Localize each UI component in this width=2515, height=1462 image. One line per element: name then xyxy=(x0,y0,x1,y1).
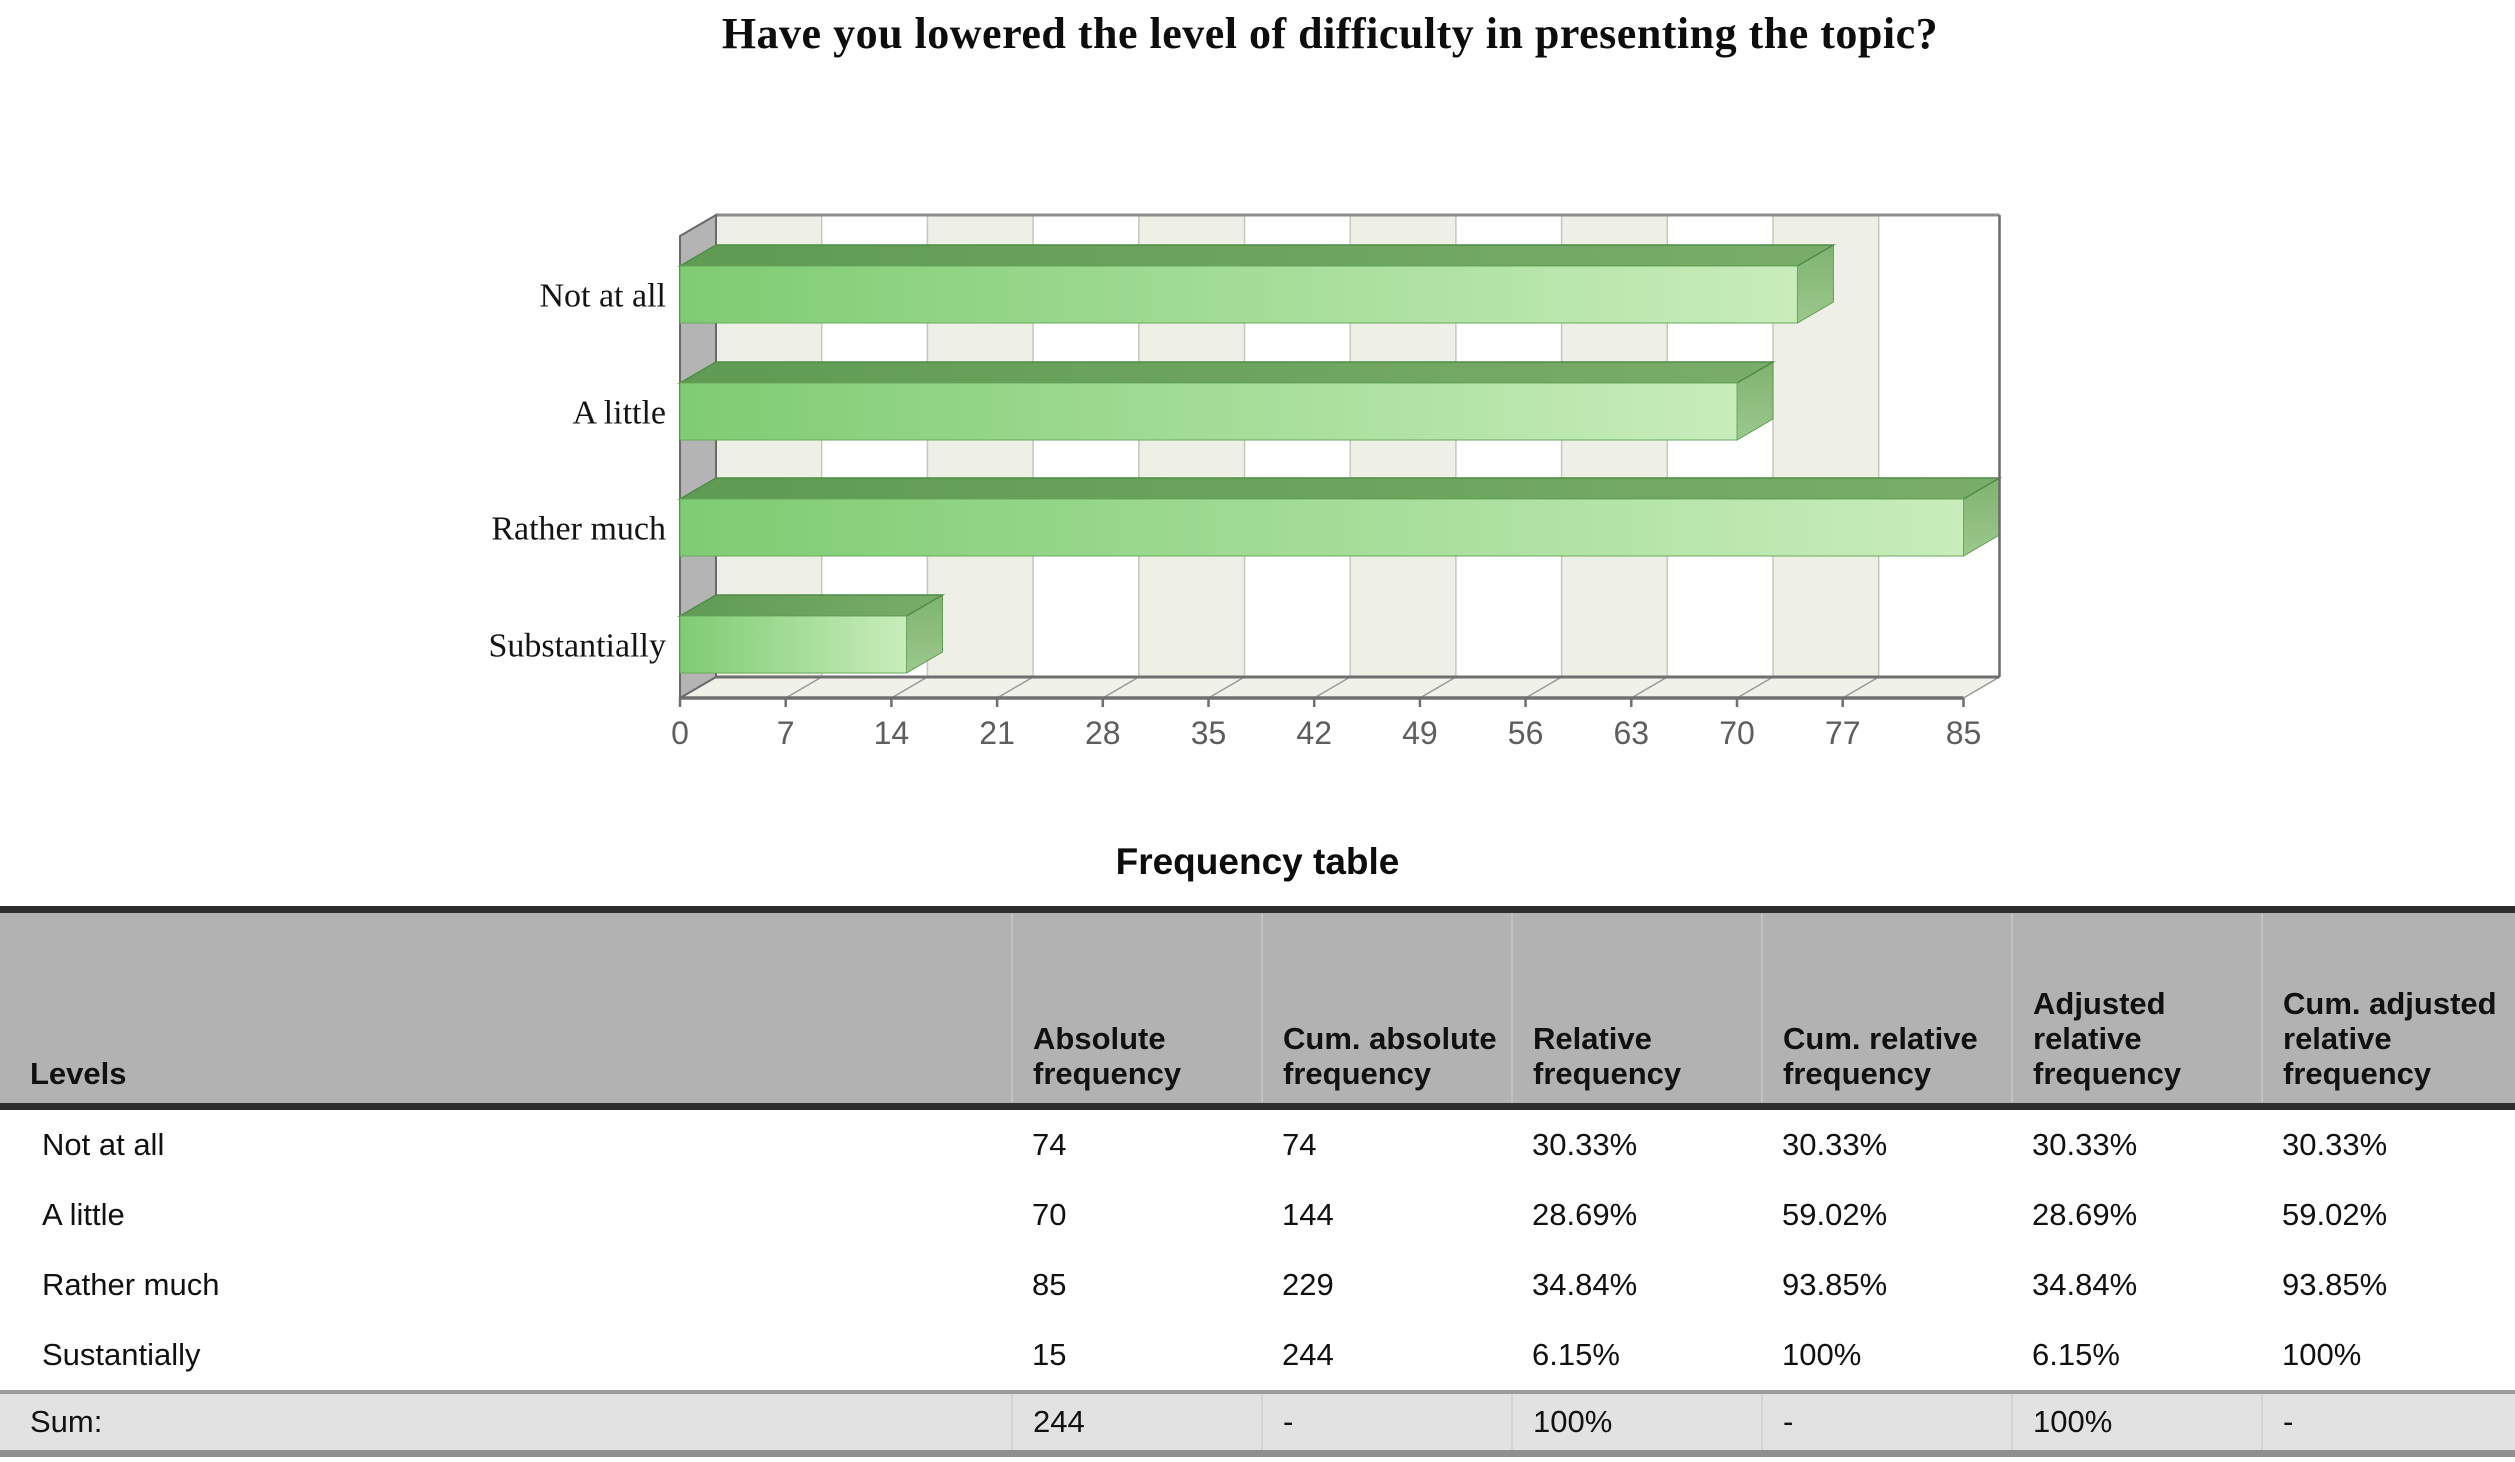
x-tick-label: 7 xyxy=(777,715,795,751)
level-cell: Sustantially xyxy=(0,1320,1012,1392)
sum-label-cell: Sum: xyxy=(0,1390,1012,1457)
level-cell: Not at all xyxy=(0,1106,1012,1180)
x-tick-label: 35 xyxy=(1191,715,1227,751)
value-cell: 93.85% xyxy=(1762,1250,2012,1320)
value-cell: 244 xyxy=(1262,1320,1512,1392)
table-row: Not at all 74 74 30.33% 30.33% 30.33% 30.33% xyxy=(0,1106,2515,1180)
value-cell: 34.84% xyxy=(1512,1250,1762,1320)
category-label: Rather much xyxy=(491,511,666,548)
value-cell: 28.69% xyxy=(1512,1180,1762,1250)
sum-value-cell: - xyxy=(1261,1390,1512,1457)
bar-top-face xyxy=(677,244,1837,267)
value-cell: 34.84% xyxy=(2012,1250,2262,1320)
value-cell: 74 xyxy=(1012,1106,1262,1180)
col-header-adj-relative: Adjusted relative frequency xyxy=(2011,906,2262,1110)
bar-front-face xyxy=(679,265,1798,324)
category-label: A little xyxy=(573,395,667,432)
level-cell: A little xyxy=(0,1180,1012,1250)
bar-substantially xyxy=(677,594,946,674)
chart-floor xyxy=(680,675,2000,700)
x-tick-label: 63 xyxy=(1614,715,1650,751)
value-cell: 6.15% xyxy=(2012,1320,2262,1392)
col-header-absolute: Absolute frequency xyxy=(1011,906,1262,1110)
bar-top-face xyxy=(677,594,946,617)
grid-band xyxy=(1878,215,2000,677)
value-cell: 100% xyxy=(2262,1320,2515,1392)
x-tick-label: 28 xyxy=(1085,715,1121,751)
value-cell: 59.02% xyxy=(2262,1180,2515,1250)
bar-not-at-all xyxy=(677,244,1837,324)
chart-title: Have you lowered the level of difficulty… xyxy=(721,9,1939,58)
sum-value-cell: 100% xyxy=(1511,1390,1762,1457)
frequency-bar-chart: 0 7 14 21 28 35 42 49 56 63 70 77 85 Not at all A litt… xyxy=(488,213,2003,751)
x-tick-label: 21 xyxy=(979,715,1015,751)
bar-front-face xyxy=(679,615,907,674)
col-header-cum-absolute: Cum. absolute frequency xyxy=(1261,906,1512,1110)
value-cell: 6.15% xyxy=(1512,1320,1762,1392)
value-cell: 30.33% xyxy=(1512,1106,1762,1180)
table-row: A little 70 144 28.69% 59.02% 28.69% 59.02% xyxy=(0,1180,2515,1250)
value-cell: 144 xyxy=(1262,1180,1512,1250)
value-cell: 93.85% xyxy=(2262,1250,2515,1320)
col-header-cum-adj-relative: Cum. adjusted relative frequency xyxy=(2261,906,2515,1110)
table-row: Sustantially 15 244 6.15% 100% 6.15% 100% xyxy=(0,1320,2515,1392)
bar-top-face xyxy=(677,361,1776,384)
x-tick-label: 0 xyxy=(671,715,689,751)
level-cell: Rather much xyxy=(0,1250,1012,1320)
value-cell: 30.33% xyxy=(1762,1106,2012,1180)
category-label: Not at all xyxy=(539,278,666,315)
col-header-levels: Levels xyxy=(0,906,1012,1110)
bar-front-face xyxy=(679,498,1964,557)
table-header-row: Levels Absolute frequency Cum. absolute … xyxy=(0,906,2515,1110)
x-tick-label: 85 xyxy=(1946,715,1982,751)
x-tick-label: 42 xyxy=(1296,715,1332,751)
sum-value-cell: 100% xyxy=(2011,1390,2262,1457)
x-tick-label: 56 xyxy=(1508,715,1544,751)
sum-value-cell: - xyxy=(1761,1390,2012,1457)
bar-rather-much xyxy=(677,477,2003,557)
x-tick-label: 77 xyxy=(1825,715,1861,751)
value-cell: 15 xyxy=(1012,1320,1262,1392)
value-cell: 85 xyxy=(1012,1250,1262,1320)
x-tick-label: 70 xyxy=(1719,715,1755,751)
value-cell: 30.33% xyxy=(2012,1106,2262,1180)
x-tick-label: 14 xyxy=(874,715,910,751)
table-sum-row: Sum: 244-100% -100% - xyxy=(0,1390,2515,1457)
category-label: Substantially xyxy=(488,628,666,665)
value-cell: 28.69% xyxy=(2012,1180,2262,1250)
col-header-relative: Relative frequency xyxy=(1511,906,1762,1110)
table-heading: Frequency table xyxy=(1115,841,1400,882)
table-row: Rather much 85 229 34.84% 93.85% 34.84% 93.85% xyxy=(0,1250,2515,1320)
bar-top-face xyxy=(677,477,2003,500)
value-cell: 74 xyxy=(1262,1106,1512,1180)
value-cell: 70 xyxy=(1012,1180,1262,1250)
value-cell: 100% xyxy=(1762,1320,2012,1392)
bar-front-face xyxy=(679,382,1738,441)
bar-a-little xyxy=(677,361,1776,441)
sum-value-cell: 244 xyxy=(1011,1390,1262,1457)
value-cell: 30.33% xyxy=(2262,1106,2515,1180)
frequency-table: Levels Absolute frequency Cum. absolute … xyxy=(0,906,2515,1457)
sum-value-cell: - xyxy=(2261,1390,2515,1457)
x-tick-label: 49 xyxy=(1402,715,1438,751)
value-cell: 229 xyxy=(1262,1250,1512,1320)
col-header-cum-relative: Cum. relative frequency xyxy=(1761,906,2012,1110)
value-cell: 59.02% xyxy=(1762,1180,2012,1250)
